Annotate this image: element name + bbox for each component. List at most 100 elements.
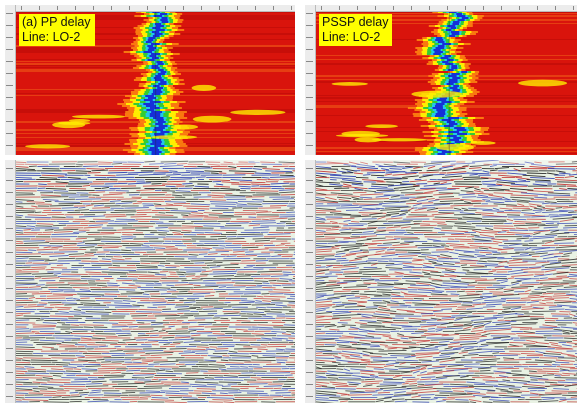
ruler-tick bbox=[306, 37, 313, 38]
ruler-tick bbox=[306, 288, 313, 289]
ruler-tick bbox=[111, 6, 112, 10]
left-ruler bbox=[5, 160, 16, 403]
pssp-seismic-section-image bbox=[305, 160, 577, 403]
ruler-tick bbox=[306, 97, 313, 98]
ruler-tick bbox=[501, 6, 502, 10]
ruler-tick bbox=[6, 61, 13, 62]
ruler-tick bbox=[306, 13, 313, 14]
pp-seismic-section bbox=[5, 160, 295, 403]
ruler-tick bbox=[6, 25, 13, 26]
ruler-tick bbox=[306, 396, 313, 397]
ruler-tick bbox=[255, 6, 256, 10]
ruler-tick bbox=[306, 73, 313, 74]
ruler-tick bbox=[165, 6, 166, 10]
pssp-delay-line: Line: LO-2 bbox=[322, 30, 381, 44]
ruler-tick bbox=[6, 396, 13, 397]
ruler-tick bbox=[6, 348, 13, 349]
ruler-tick bbox=[375, 6, 376, 10]
left-ruler bbox=[305, 5, 316, 155]
ruler-tick bbox=[57, 6, 58, 10]
ruler-tick bbox=[6, 372, 13, 373]
ruler-tick bbox=[6, 300, 13, 301]
ruler-tick bbox=[411, 6, 412, 10]
ruler-tick bbox=[306, 145, 313, 146]
ruler-tick bbox=[219, 6, 220, 10]
ruler-tick bbox=[306, 384, 313, 385]
ruler-tick bbox=[6, 13, 13, 14]
ruler-tick bbox=[183, 6, 184, 10]
ruler-tick bbox=[306, 49, 313, 50]
ruler-tick bbox=[306, 264, 313, 265]
ruler-tick bbox=[306, 109, 313, 110]
ruler-tick bbox=[537, 6, 538, 10]
ruler-tick bbox=[291, 6, 292, 10]
pp-delay-title: (a) PP delay bbox=[22, 15, 91, 29]
ruler-tick bbox=[273, 6, 274, 10]
ruler-tick bbox=[75, 6, 76, 10]
ruler-tick bbox=[306, 25, 313, 26]
ruler-tick bbox=[306, 85, 313, 86]
ruler-tick bbox=[6, 228, 13, 229]
ruler-tick bbox=[306, 61, 313, 62]
ruler-tick bbox=[6, 252, 13, 253]
ruler-tick bbox=[306, 348, 313, 349]
ruler-tick bbox=[306, 133, 313, 134]
pssp-delay-label: PSSP delay Line: LO-2 bbox=[319, 14, 393, 46]
ruler-tick bbox=[306, 240, 313, 241]
ruler-tick bbox=[321, 6, 322, 10]
ruler-tick bbox=[6, 85, 13, 86]
ruler-tick bbox=[6, 73, 13, 74]
pp-delay-line: Line: LO-2 bbox=[22, 30, 81, 44]
ruler-tick bbox=[6, 324, 13, 325]
pssp-seismic-section bbox=[305, 160, 577, 403]
ruler-tick bbox=[6, 180, 13, 181]
ruler-tick bbox=[6, 145, 13, 146]
left-ruler bbox=[5, 5, 16, 155]
ruler-tick bbox=[519, 6, 520, 10]
pp-delay-heatmap: (a) PP delay Line: LO-2 bbox=[5, 5, 295, 155]
ruler-tick bbox=[39, 6, 40, 10]
ruler-tick bbox=[6, 360, 13, 361]
pp-delay-label: (a) PP delay Line: LO-2 bbox=[19, 14, 95, 46]
ruler-tick bbox=[6, 97, 13, 98]
ruler-tick bbox=[306, 168, 313, 169]
ruler-tick bbox=[429, 6, 430, 10]
ruler-tick bbox=[147, 6, 148, 10]
ruler-tick bbox=[6, 216, 13, 217]
top-ruler bbox=[5, 5, 295, 12]
ruler-tick bbox=[306, 121, 313, 122]
ruler-tick bbox=[6, 49, 13, 50]
ruler-tick bbox=[6, 384, 13, 385]
ruler-tick bbox=[129, 6, 130, 10]
ruler-tick bbox=[357, 6, 358, 10]
ruler-tick bbox=[6, 264, 13, 265]
ruler-tick bbox=[6, 204, 13, 205]
ruler-tick bbox=[306, 204, 313, 205]
ruler-tick bbox=[306, 336, 313, 337]
ruler-tick bbox=[6, 312, 13, 313]
top-ruler bbox=[305, 5, 577, 12]
ruler-tick bbox=[6, 121, 13, 122]
pp-delay-heatmap-image bbox=[5, 5, 295, 155]
ruler-tick bbox=[483, 6, 484, 10]
ruler-tick bbox=[6, 240, 13, 241]
ruler-tick bbox=[306, 192, 313, 193]
pssp-delay-heatmap-image bbox=[305, 5, 577, 155]
ruler-tick bbox=[201, 6, 202, 10]
ruler-tick bbox=[306, 228, 313, 229]
pssp-delay-heatmap: PSSP delay Line: LO-2 bbox=[305, 5, 577, 155]
ruler-tick bbox=[6, 276, 13, 277]
ruler-tick bbox=[306, 252, 313, 253]
ruler-tick bbox=[6, 37, 13, 38]
ruler-tick bbox=[306, 360, 313, 361]
ruler-tick bbox=[573, 6, 574, 10]
ruler-tick bbox=[6, 288, 13, 289]
ruler-tick bbox=[306, 300, 313, 301]
ruler-tick bbox=[306, 324, 313, 325]
ruler-tick bbox=[306, 276, 313, 277]
ruler-tick bbox=[555, 6, 556, 10]
ruler-tick bbox=[6, 109, 13, 110]
pp-seismic-section-image bbox=[5, 160, 295, 403]
pssp-delay-title: PSSP delay bbox=[322, 15, 389, 29]
ruler-tick bbox=[306, 180, 313, 181]
